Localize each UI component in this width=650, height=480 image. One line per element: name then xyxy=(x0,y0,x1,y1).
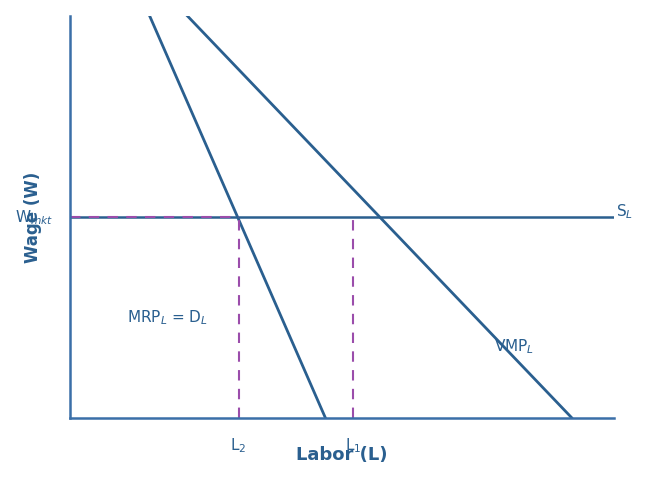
Y-axis label: Wage (W): Wage (W) xyxy=(24,172,42,263)
Text: L$_{2}$: L$_{2}$ xyxy=(231,436,247,455)
Text: S$_{L}$: S$_{L}$ xyxy=(616,202,634,220)
Text: VMP$_{L}$: VMP$_{L}$ xyxy=(494,336,534,355)
X-axis label: Labor (L): Labor (L) xyxy=(296,445,387,463)
Text: MRP$_{L}$ = D$_{L}$: MRP$_{L}$ = D$_{L}$ xyxy=(127,308,209,327)
Text: W$_{mkt}$: W$_{mkt}$ xyxy=(16,208,54,227)
Text: L$_{1}$: L$_{1}$ xyxy=(344,436,361,455)
